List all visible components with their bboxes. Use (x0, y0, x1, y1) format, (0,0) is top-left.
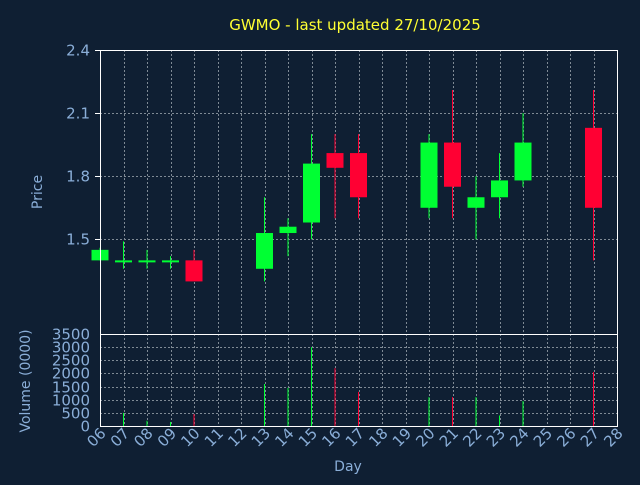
price-axis-label: Price (30, 175, 46, 209)
x-tick-label: 19 (389, 424, 415, 450)
candle-body (420, 142, 438, 208)
x-tick-label: 22 (459, 424, 485, 450)
x-tick-label: 28 (600, 424, 626, 450)
price-tick-label: 2.1 (66, 105, 90, 123)
volume-tick-label: 3500 (52, 326, 90, 344)
x-tick-label: 16 (318, 424, 344, 450)
candle-body (514, 142, 532, 181)
volume-tick-label: 1500 (52, 379, 90, 397)
x-tick-label: 20 (412, 424, 438, 450)
x-tick-label: 24 (506, 424, 532, 450)
chart-marks (91, 89, 602, 426)
x-tick-label: 08 (130, 424, 156, 450)
candle-body (256, 233, 273, 269)
x-axis-label: Day (334, 459, 362, 475)
volume-tick-label: 0 (80, 418, 90, 436)
plot-frames (100, 50, 618, 427)
x-tick-label: 09 (154, 424, 180, 450)
volume-tick-label: 2000 (52, 365, 90, 383)
x-tick-label: 23 (483, 424, 509, 450)
candle-body (138, 260, 156, 263)
x-tick-label: 12 (224, 424, 250, 450)
price-tick-label: 2.4 (66, 42, 90, 60)
x-tick-label: 25 (530, 424, 556, 450)
candle-body (185, 260, 203, 282)
x-tick-label: 21 (436, 424, 462, 450)
price-tick-label: 1.8 (66, 168, 90, 186)
x-tick-label: 15 (295, 424, 321, 450)
candle-body (467, 197, 485, 208)
volume-tick-label: 1000 (52, 392, 90, 410)
chart-title: GWMO - last updated 27/10/2025 (229, 16, 481, 34)
volume-tick-label: 2500 (52, 352, 90, 370)
volume-plot-frame (100, 334, 618, 427)
volume-tick-label: 500 (61, 405, 90, 423)
x-tick-label: 18 (365, 424, 391, 450)
x-tick-label: 27 (577, 424, 603, 450)
x-tick-label: 14 (271, 424, 297, 450)
volume-axis-label: Volume (0000) (18, 329, 34, 432)
price-tick-label: 1.5 (66, 231, 90, 249)
candle-body (585, 127, 602, 208)
candle-body (115, 260, 132, 263)
x-tick-label: 10 (177, 424, 203, 450)
x-tick-label: 07 (107, 424, 133, 450)
candle-body (303, 163, 320, 223)
tick-labels: 1.5 1.8 2.1 2.4 0500100015002000250030003500… (52, 42, 627, 451)
x-tick-label: 17 (342, 424, 368, 450)
candle-body (326, 153, 344, 168)
candle-body (350, 153, 367, 198)
candle-body (162, 260, 179, 263)
x-tick-label: 26 (553, 424, 579, 450)
candle-body (444, 142, 461, 187)
grid-lines (95, 50, 618, 427)
x-tick-label: 13 (248, 424, 274, 450)
candle-body (491, 180, 508, 198)
x-tick-label: 11 (201, 424, 227, 450)
volume-tick-label: 3000 (52, 339, 90, 357)
candle-body (279, 226, 297, 234)
